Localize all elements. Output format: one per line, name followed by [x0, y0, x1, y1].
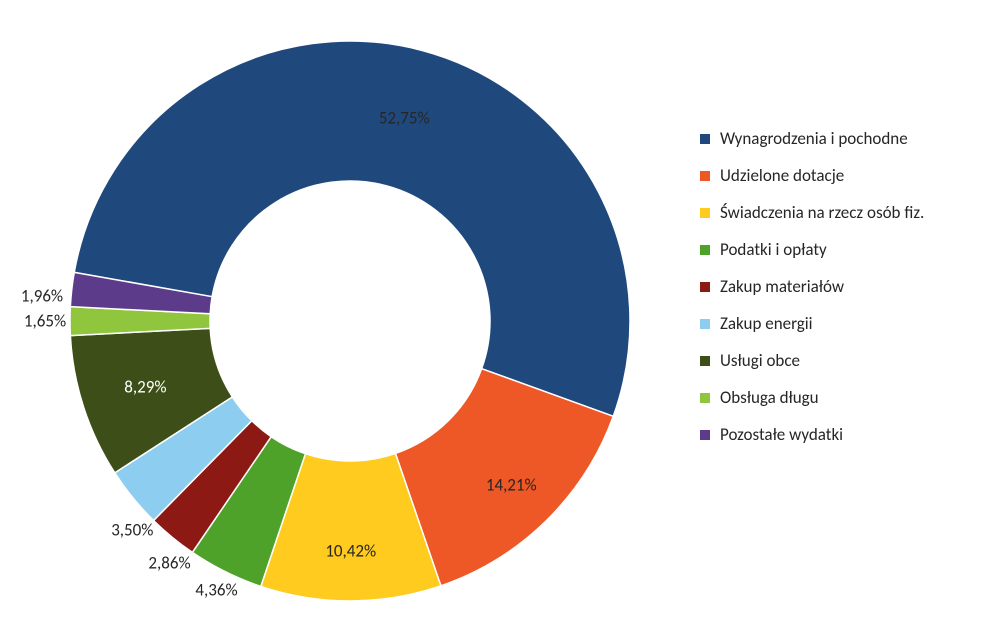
legend-label-energia: Zakup energii [720, 315, 813, 332]
legend-item-dlug: Obsługa długu [700, 389, 924, 406]
legend-item-uslugi: Usługi obce [700, 352, 924, 369]
slice-label-dotacje: 14,21% [486, 474, 537, 495]
legend-item-energia: Zakup energii [700, 315, 924, 332]
legend-swatch-dotacje [700, 171, 710, 181]
slice-label-swiadczenia: 10,42% [325, 540, 376, 561]
legend-item-podatki: Podatki i opłaty [700, 241, 924, 258]
legend-swatch-wynagrodzenia [700, 134, 710, 144]
legend-label-wynagrodzenia: Wynagrodzenia i pochodne [720, 130, 908, 147]
slice-label-dlug: 1,65% [24, 311, 66, 332]
slice-label-podatki: 4,36% [195, 579, 237, 600]
legend-swatch-dlug [700, 393, 710, 403]
legend-item-materialy: Zakup materiałów [700, 278, 924, 295]
legend-item-swiadczenia: Świadczenia na rzecz osób fiz. [700, 204, 924, 221]
legend-swatch-podatki [700, 245, 710, 255]
legend-label-swiadczenia: Świadczenia na rzecz osób fiz. [720, 204, 924, 221]
legend-swatch-swiadczenia [700, 208, 710, 218]
legend-label-dotacje: Udzielone dotacje [720, 167, 844, 184]
legend-item-dotacje: Udzielone dotacje [700, 167, 924, 184]
slice-label-wynagrodzenia: 52,75% [379, 108, 430, 129]
slice-label-uslugi: 8,29% [124, 377, 166, 398]
legend-item-pozostale: Pozostałe wydatki [700, 426, 924, 443]
slice-label-energia: 3,50% [111, 520, 153, 541]
legend-swatch-uslugi [700, 356, 710, 366]
slice-label-pozostale: 1,96% [21, 286, 63, 307]
legend-swatch-pozostale [700, 430, 710, 440]
legend-swatch-energia [700, 319, 710, 329]
legend: Wynagrodzenia i pochodne Udzielone dotacj… [700, 130, 924, 463]
legend-swatch-materialy [700, 282, 710, 292]
legend-label-dlug: Obsługa długu [720, 389, 819, 406]
legend-label-podatki: Podatki i opłaty [720, 241, 827, 258]
legend-label-materialy: Zakup materiałów [720, 278, 844, 295]
donut-chart-container: Wynagrodzenia i pochodne Udzielone dotacj… [0, 0, 1005, 642]
legend-item-wynagrodzenia: Wynagrodzenia i pochodne [700, 130, 924, 147]
slice-label-materialy: 2,86% [148, 552, 190, 573]
legend-label-pozostale: Pozostałe wydatki [720, 426, 843, 443]
legend-label-uslugi: Usługi obce [720, 352, 800, 369]
